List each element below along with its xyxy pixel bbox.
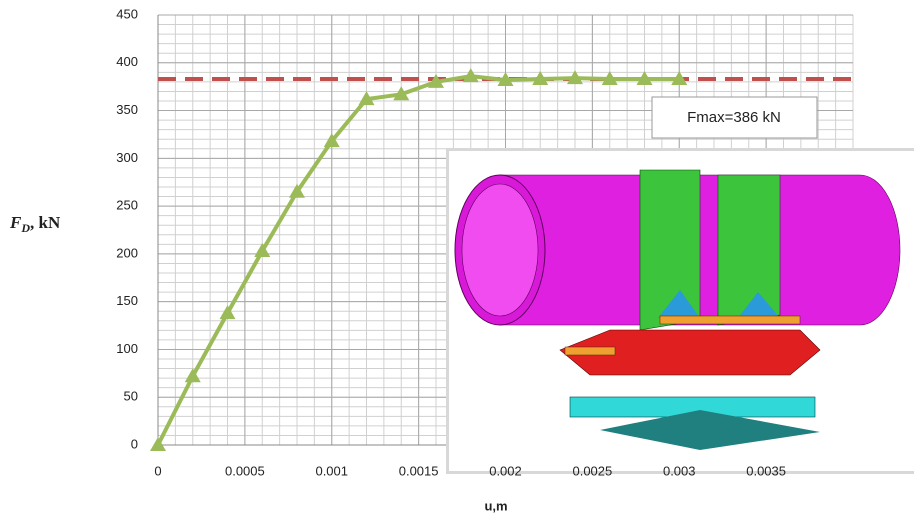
flange [565, 347, 615, 355]
marker [185, 368, 201, 382]
x-tick-label: 0.003 [663, 463, 696, 478]
y-tick-label: 150 [116, 293, 138, 308]
x-tick-label: 0.0015 [399, 463, 439, 478]
flange [660, 316, 800, 324]
x-tick-label: 0.0025 [572, 463, 612, 478]
annotation: Fmax=386 kN [687, 109, 781, 126]
y-tick-label: 0 [131, 436, 138, 451]
x-axis-label: u,m [484, 498, 507, 513]
pipe-inner [462, 184, 538, 316]
marker [150, 437, 166, 451]
y-label-part: , kN [30, 213, 61, 232]
y-tick-label: 100 [116, 341, 138, 356]
inset-image [446, 148, 914, 474]
y-tick-label: 50 [124, 389, 138, 404]
chart: Fmax=386 kN FD, kN u,m 0 50 100 150 200 250 30… [0, 0, 914, 521]
y-tick-label: 250 [116, 198, 138, 213]
y-label-sub: D [20, 221, 30, 235]
y-tick-label: 400 [116, 54, 138, 69]
x-tick-label: 0 [154, 463, 161, 478]
y-label-part: F [9, 213, 22, 232]
x-tick-label: 0.002 [489, 463, 522, 478]
x-tick-label: 0.001 [315, 463, 348, 478]
y-tick-label: 350 [116, 102, 138, 117]
band [718, 175, 780, 325]
y-tick-label: 450 [116, 6, 138, 21]
y-tick-label: 300 [116, 150, 138, 165]
y-tick-label: 200 [116, 245, 138, 260]
y-axis-label: FD, kN [9, 213, 61, 235]
x-tick-label: 0.0005 [225, 463, 265, 478]
x-tick-label: 0.0035 [746, 463, 786, 478]
marker [220, 305, 236, 319]
